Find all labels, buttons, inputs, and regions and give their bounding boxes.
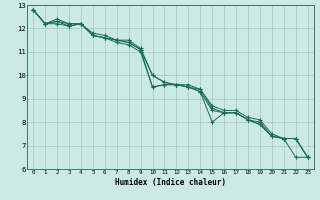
X-axis label: Humidex (Indice chaleur): Humidex (Indice chaleur) — [115, 178, 226, 187]
